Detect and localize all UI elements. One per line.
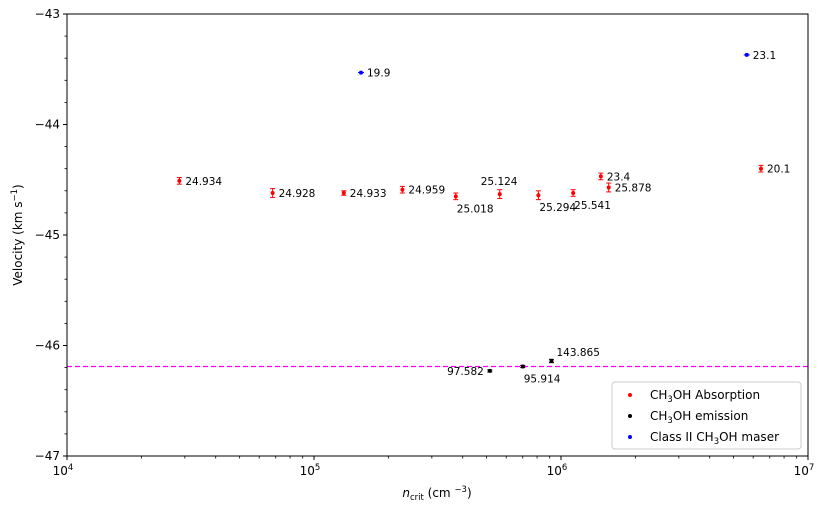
x-tick-label-base: 10 xyxy=(300,464,315,478)
x-axis-label-main: n xyxy=(402,486,410,500)
data-label: 23.4 xyxy=(607,171,631,183)
legend-marker xyxy=(628,414,632,418)
legend-marker xyxy=(628,435,632,439)
y-axis-label-close: ) xyxy=(11,184,25,189)
x-tick-label: 106 xyxy=(547,463,568,478)
data-label: 25.018 xyxy=(457,203,494,215)
data-point xyxy=(359,70,364,75)
data-label: 20.1 xyxy=(767,164,790,176)
data-label: 143.865 xyxy=(556,347,599,359)
x-axis-label-close: ) xyxy=(467,486,472,500)
x-tick-label: 104 xyxy=(53,463,74,478)
data-label: 24.959 xyxy=(408,185,445,197)
x-axis-label: ncrit (cm −3) xyxy=(402,485,471,503)
legend-label-sub: 3 xyxy=(667,416,672,426)
data-label: 23.1 xyxy=(753,50,776,62)
legend-label-pre: Class II CH xyxy=(650,430,714,444)
legend-label-pre: CH xyxy=(650,409,667,423)
plot-frame xyxy=(66,13,809,457)
legend-label-post: OH maser xyxy=(719,430,779,444)
data-point xyxy=(536,193,541,198)
y-tick-label: −43 xyxy=(35,7,60,21)
x-tick-label-exp: 7 xyxy=(809,463,814,473)
x-tick-label: 105 xyxy=(300,463,321,478)
data-point xyxy=(520,364,525,369)
y-tick-label: −45 xyxy=(35,228,60,242)
x-tick-label-exp: 6 xyxy=(562,463,567,473)
x-tick-label-base: 10 xyxy=(547,464,562,478)
x-tick-label-base: 10 xyxy=(53,464,68,478)
legend-label-post: OH Absorption xyxy=(673,388,760,402)
data-point xyxy=(453,194,458,199)
x-axis-label-exp: −3 xyxy=(454,485,467,495)
data-point xyxy=(758,166,763,171)
y-axis-label-exp: −1 xyxy=(10,189,20,202)
legend-label-sub: 3 xyxy=(714,437,719,447)
data-point xyxy=(549,358,554,363)
legend-label: CH3OH emission xyxy=(650,409,748,426)
data-label: 25.124 xyxy=(481,176,518,188)
data-label: 95.914 xyxy=(524,373,561,385)
x-tick-label-exp: 4 xyxy=(68,463,73,473)
y-axis-label: Velocity (km s−1) xyxy=(10,184,25,286)
data-point xyxy=(497,192,502,197)
data-label: 24.934 xyxy=(185,176,222,188)
data-point xyxy=(177,178,182,183)
x-tick-label: 107 xyxy=(794,463,815,478)
legend-label: Class II CH3OH maser xyxy=(650,430,779,447)
data-point xyxy=(744,52,749,57)
x-tick-label-base: 10 xyxy=(794,464,809,478)
data-label: 24.928 xyxy=(279,188,316,200)
legend-marker xyxy=(628,393,632,397)
data-label: 19.9 xyxy=(367,68,390,80)
data-point xyxy=(598,174,603,179)
axis-ticks: 104 105 106 107−43−44−45−46−47 xyxy=(35,7,815,478)
x-axis-label-unit: (cm xyxy=(424,486,455,500)
data-point xyxy=(606,185,611,190)
data-marks: 24.934 24.928 24.933 24.959 25.018 25.124 25.2… xyxy=(176,50,790,385)
y-axis-label-main: Velocity (km s xyxy=(11,201,25,285)
data-point xyxy=(400,187,405,192)
legend-label-post: OH emission xyxy=(673,409,748,423)
legend-label: CH3OH Absorption xyxy=(650,388,760,405)
data-point xyxy=(270,191,275,196)
legend-box xyxy=(611,381,802,450)
data-label: 97.582 xyxy=(447,366,484,378)
data-point xyxy=(341,191,346,196)
x-axis-label-sub: crit xyxy=(410,493,425,503)
data-label: 25.294 xyxy=(539,202,576,214)
data-label: 24.933 xyxy=(350,188,387,200)
data-point xyxy=(571,191,576,196)
data-label: 25.541 xyxy=(574,200,611,212)
y-tick-label: −46 xyxy=(35,339,60,353)
data-point xyxy=(487,368,492,373)
data-label: 25.878 xyxy=(615,182,652,194)
legend-label-sub: 3 xyxy=(667,395,672,405)
x-tick-label-exp: 5 xyxy=(315,463,320,473)
y-tick-label: −47 xyxy=(35,449,60,463)
y-tick-label: −44 xyxy=(35,118,60,132)
legend-label-pre: CH xyxy=(650,388,667,402)
